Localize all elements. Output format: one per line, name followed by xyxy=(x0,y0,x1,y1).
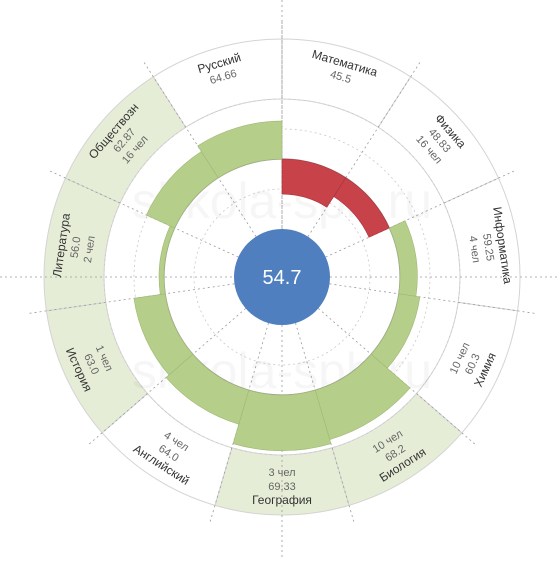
sector-9-value-label: 56.0 xyxy=(69,236,84,259)
sector-1-value-label: 45.5 xyxy=(329,69,353,87)
center-average-value: 54.7 xyxy=(263,267,302,289)
sector-6-value-label: 69.33 xyxy=(268,481,296,493)
sector-divider-10 xyxy=(47,169,239,258)
bar-3 xyxy=(388,220,418,297)
bar-11 xyxy=(197,120,283,179)
sector-3-count: 4 чел xyxy=(466,235,482,264)
score-bars xyxy=(133,120,421,452)
sector-9-count: 2 чел xyxy=(82,235,98,264)
center-average-disc xyxy=(234,229,330,325)
bar-6 xyxy=(232,389,332,452)
sector-divider-3 xyxy=(325,169,517,258)
sector-3-value-label: 59.25 xyxy=(480,233,496,262)
sector-6-subject: География xyxy=(252,493,312,507)
sector-6-count: 3 чел xyxy=(268,467,295,479)
center-group: 54.7 xyxy=(234,229,330,325)
bar-8 xyxy=(133,293,194,376)
bar-9 xyxy=(158,225,176,295)
bar-2 xyxy=(333,177,390,238)
